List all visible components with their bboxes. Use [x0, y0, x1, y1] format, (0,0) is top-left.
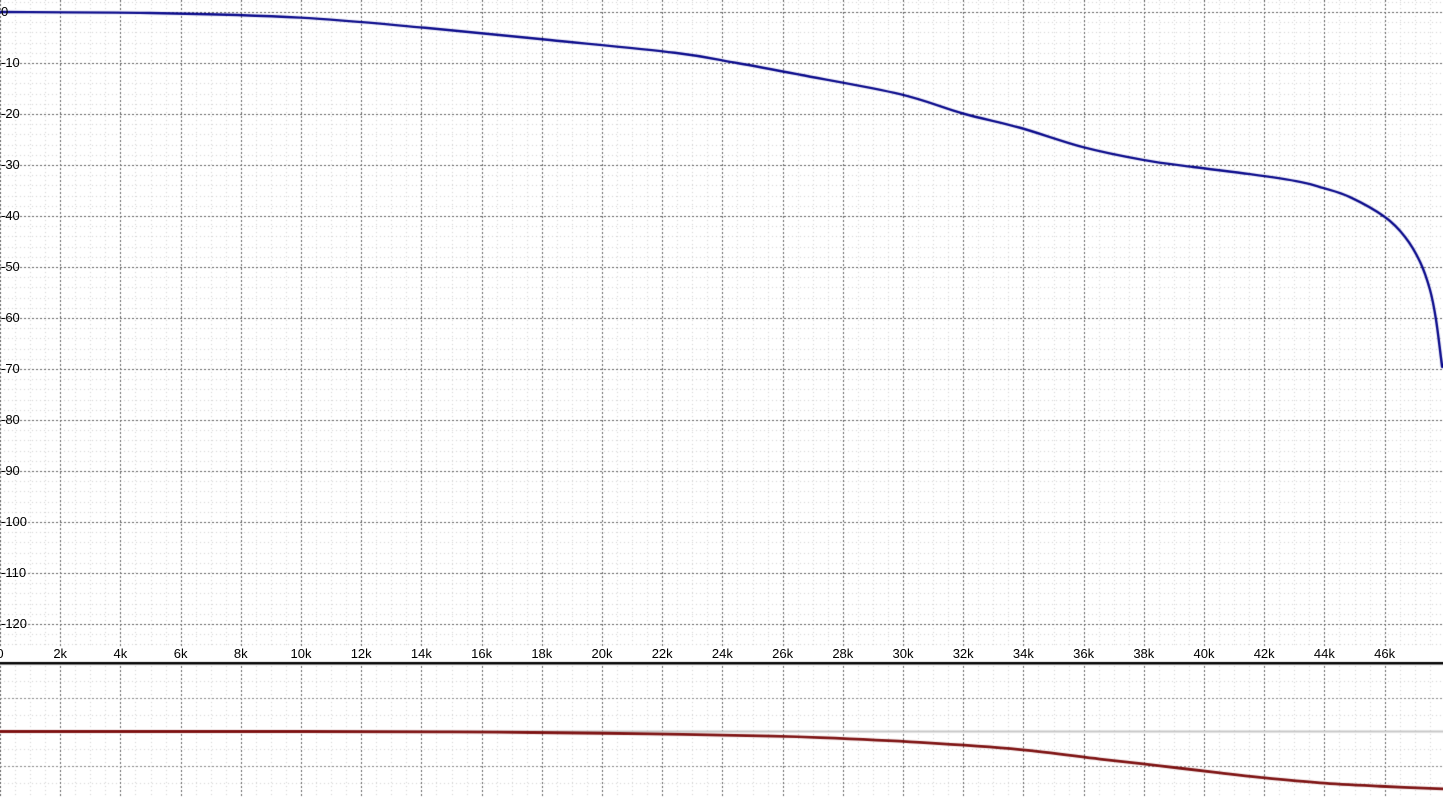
x-tick-label: 16k [471, 646, 493, 661]
y-tick-label: -100 [1, 514, 28, 529]
x-tick-label: 38k [1133, 646, 1155, 661]
x-tick-label: 12k [350, 646, 372, 661]
x-tick-label: 24k [711, 646, 733, 661]
x-tick-label: 28k [832, 646, 854, 661]
x-tick-label: 8k [233, 646, 248, 661]
y-tick-label: -50 [1, 259, 20, 274]
x-tick-label: 18k [531, 646, 553, 661]
x-tick-label: 34k [1012, 646, 1034, 661]
x-tick-label: 42k [1253, 646, 1275, 661]
y-tick-label: -60 [1, 310, 20, 325]
x-tick-label: 6k [173, 646, 188, 661]
x-tick-label: 10k [290, 646, 312, 661]
x-tick-label: 0 [0, 646, 4, 661]
x-tick-label: 26k [772, 646, 794, 661]
y-tick-label: -110 [1, 565, 27, 580]
y-tick-label: 0 [1, 4, 9, 19]
y-tick-label: -10 [1, 55, 20, 70]
x-tick-label: 4k [113, 646, 128, 661]
y-tick-label: -20 [1, 106, 20, 121]
x-tick-label: 44k [1313, 646, 1335, 661]
x-tick-label: 2k [53, 646, 68, 661]
y-tick-label: -40 [1, 208, 20, 223]
x-tick-label: 40k [1193, 646, 1215, 661]
x-tick-label: 20k [591, 646, 613, 661]
x-tick-label: 32k [952, 646, 974, 661]
x-tick-label: 14k [410, 646, 432, 661]
x-tick-label: 36k [1073, 646, 1095, 661]
y-tick-label: -70 [1, 361, 20, 376]
y-tick-label: -120 [1, 616, 28, 631]
y-tick-label: -90 [1, 463, 20, 478]
y-tick-label: -80 [1, 412, 20, 427]
x-tick-label: 22k [651, 646, 673, 661]
y-tick-label: -30 [1, 157, 20, 172]
x-tick-label: 30k [892, 646, 914, 661]
x-tick-label: 46k [1374, 646, 1396, 661]
